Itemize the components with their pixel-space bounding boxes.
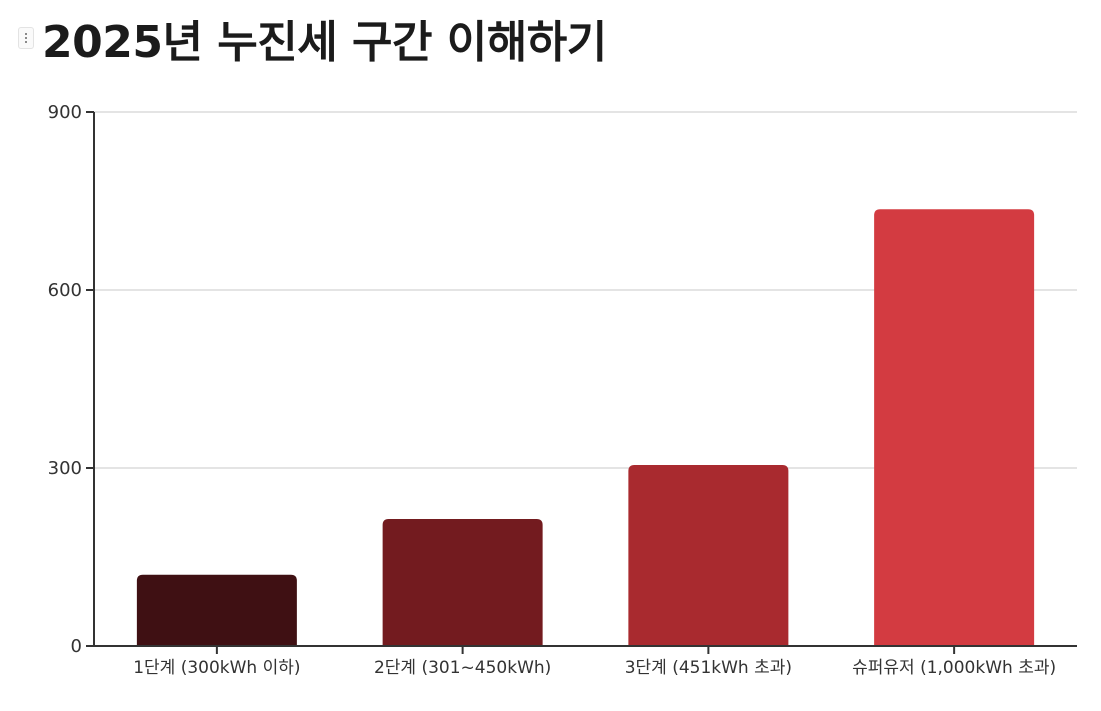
bar-4[interactable] [874, 209, 1035, 646]
x-tick-label: 2단계 (301~450kWh) [374, 658, 551, 678]
x-tick-label: 3단계 (451kWh 초과) [625, 658, 792, 678]
page-title: 2025년 누진세 구간 이해하기 [42, 17, 607, 68]
y-tick-label: 600 [48, 280, 82, 301]
x-tick-label: 슈퍼유저 (1,000kWh 초과) [852, 658, 1056, 678]
drag-handle[interactable] [18, 27, 34, 49]
axis-labels: 0 300 600 900 1단계 (300kWh 이하) 2단계 (301~450kWh… [48, 102, 1056, 678]
bar-1[interactable] [136, 574, 297, 646]
y-tick-label: 900 [48, 102, 82, 123]
bars [136, 209, 1035, 646]
bar-2[interactable] [382, 519, 543, 646]
drag-handle-icon [25, 33, 27, 43]
axes [86, 111, 1077, 654]
y-tick-label: 300 [48, 458, 82, 479]
x-tick-label: 1단계 (300kWh 이하) [133, 658, 300, 678]
y-tick-label: 0 [71, 636, 82, 657]
bar-3[interactable] [628, 465, 789, 646]
